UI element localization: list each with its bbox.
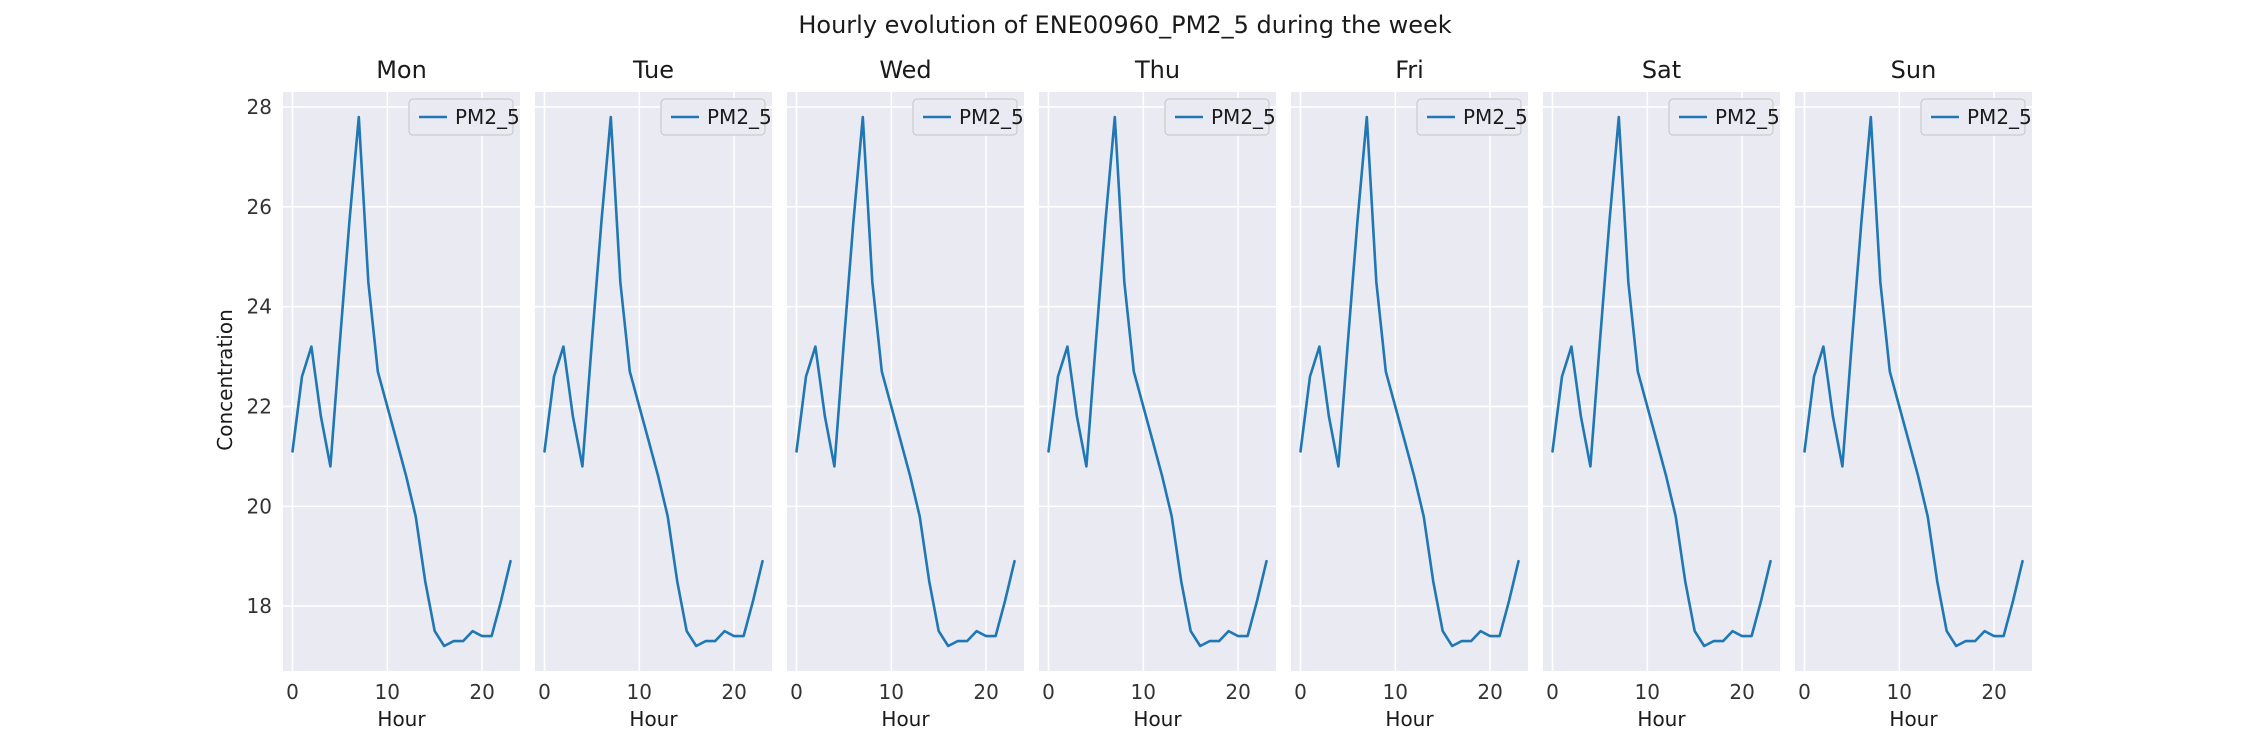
y-tick-label: 28 — [247, 95, 272, 119]
legend-box — [1416, 98, 1522, 136]
panel-tue: Tue 0 10 20 Hour PM2_5 — [535, 56, 772, 731]
panel-background — [787, 92, 1024, 671]
panel-background — [1543, 92, 1780, 671]
x-tick-label: 10 — [1383, 680, 1408, 704]
x-tick-label: 20 — [1477, 680, 1502, 704]
x-axis-label: Hour — [1637, 707, 1686, 731]
panel-background — [1039, 92, 1276, 671]
legend-box — [660, 98, 766, 136]
legend: PM2_5 — [1416, 98, 1528, 136]
panel-title: Sun — [1891, 56, 1937, 84]
panel-background — [283, 92, 520, 671]
series-line-pm2-5 — [795, 115, 1016, 648]
x-tick-label: 20 — [469, 680, 494, 704]
series-line-pm2-5 — [1299, 115, 1520, 648]
panel-title: Sat — [1642, 56, 1681, 84]
legend-entry: PM2_5 — [1715, 105, 1780, 129]
x-tick-label: 0 — [1042, 680, 1055, 704]
y-tick-label: 20 — [247, 494, 272, 518]
x-tick-label: 10 — [879, 680, 904, 704]
legend: PM2_5 — [660, 98, 772, 136]
x-tick-label: 10 — [1887, 680, 1912, 704]
legend: PM2_5 — [408, 98, 520, 136]
panel-background — [1291, 92, 1528, 671]
x-axis-label: Hour — [377, 707, 426, 731]
panel-wed: Wed 0 10 20 Hour PM2_5 — [787, 56, 1024, 731]
series-line-pm2-5 — [1551, 115, 1772, 648]
panel-fri: Fri 0 10 20 Hour PM2_5 — [1291, 56, 1528, 731]
legend-box — [1164, 98, 1270, 136]
legend-entry: PM2_5 — [455, 105, 520, 129]
legend-entry: PM2_5 — [1211, 105, 1276, 129]
panel-background — [535, 92, 772, 671]
x-axis-label: Hour — [1889, 707, 1938, 731]
panel-thu: Thu 0 10 20 Hour PM2_5 — [1039, 56, 1276, 731]
legend-entry: PM2_5 — [707, 105, 772, 129]
x-tick-label: 0 — [790, 680, 803, 704]
panel-title: Thu — [1134, 56, 1180, 84]
legend: PM2_5 — [1164, 98, 1276, 136]
panel-mon: Mon 0 10 20 Hour 18 20 22 24 26 28 PM2_5 — [247, 56, 520, 731]
x-axis-label: Hour — [881, 707, 930, 731]
x-tick-label: 20 — [1981, 680, 2006, 704]
x-tick-label: 10 — [1635, 680, 1660, 704]
panel-background — [1795, 92, 2032, 671]
series-line-pm2-5 — [1803, 115, 2024, 648]
x-axis-label: Hour — [1133, 707, 1182, 731]
panel-sat: Sat 0 10 20 Hour PM2_5 — [1543, 56, 1780, 731]
y-tick-label: 18 — [247, 594, 272, 618]
x-tick-label: 0 — [286, 680, 299, 704]
legend-entry: PM2_5 — [1463, 105, 1528, 129]
x-tick-label: 0 — [538, 680, 551, 704]
legend: PM2_5 — [912, 98, 1024, 136]
panel-title: Tue — [632, 56, 674, 84]
x-tick-label: 20 — [1729, 680, 1754, 704]
legend-box — [1668, 98, 1774, 136]
legend: PM2_5 — [1920, 98, 2032, 136]
y-tick-label: 22 — [247, 394, 272, 418]
series-line-pm2-5 — [1047, 115, 1268, 648]
x-axis-label: Hour — [1385, 707, 1434, 731]
x-tick-label: 20 — [1225, 680, 1250, 704]
series-line-pm2-5 — [543, 115, 764, 648]
x-tick-label: 0 — [1546, 680, 1559, 704]
legend-box — [408, 98, 514, 136]
panel-title: Fri — [1395, 56, 1424, 84]
panel-grid: Mon 0 10 20 Hour 18 20 22 24 26 28 PM2_5 Tue 0 10 20 Hou… — [247, 56, 2032, 731]
panel-sun: Sun 0 10 20 Hour PM2_5 — [1795, 56, 2032, 731]
legend-entry: PM2_5 — [1967, 105, 2032, 129]
legend-box — [912, 98, 1018, 136]
y-tick-label: 24 — [247, 295, 272, 319]
x-tick-label: 10 — [1131, 680, 1156, 704]
y-axis-label: Concentration — [213, 309, 237, 450]
x-tick-label: 10 — [375, 680, 400, 704]
x-tick-label: 0 — [1294, 680, 1307, 704]
x-tick-label: 20 — [973, 680, 998, 704]
x-tick-label: 0 — [1798, 680, 1811, 704]
chart-title: Hourly evolution of ENE00960_PM2_5 durin… — [798, 11, 1451, 39]
y-tick-label: 26 — [247, 195, 272, 219]
panel-title: Wed — [879, 56, 931, 84]
x-tick-label: 20 — [721, 680, 746, 704]
legend-box — [1920, 98, 2026, 136]
legend-entry: PM2_5 — [959, 105, 1024, 129]
x-tick-label: 10 — [627, 680, 652, 704]
panel-title: Mon — [376, 56, 427, 84]
x-axis-label: Hour — [629, 707, 678, 731]
legend: PM2_5 — [1668, 98, 1780, 136]
series-line-pm2-5 — [291, 115, 512, 648]
